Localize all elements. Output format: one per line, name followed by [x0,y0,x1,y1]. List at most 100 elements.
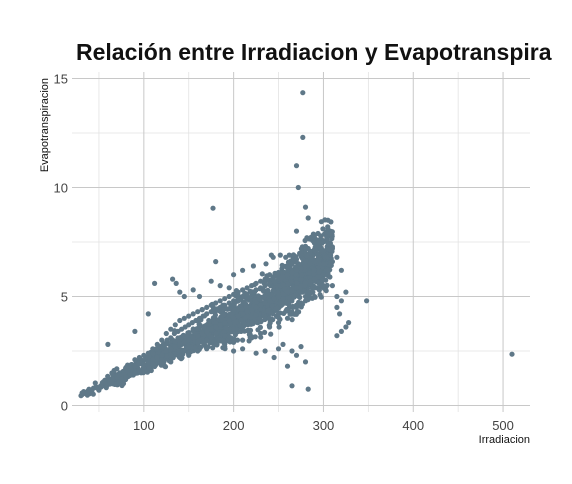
scatter-point [231,291,237,297]
scatter-point [308,254,315,260]
scatter-point [199,307,205,313]
scatter-point [325,267,331,273]
scatter-point [329,245,335,252]
scatter-point [213,307,219,313]
scatter-point [231,298,237,304]
scatter-point [202,325,208,331]
scatter-point [231,348,237,354]
scatter-point [213,330,219,337]
scatter-point [263,261,269,267]
scatter-point [275,311,282,317]
scatter-point [337,311,343,317]
scatter-point [206,319,212,325]
scatter-point [244,313,251,319]
scatter-point [316,243,322,249]
scatter-point [267,280,273,286]
scatter-point [168,352,174,358]
scatter-point [275,293,282,300]
scatter-point [343,289,349,295]
scatter-point [269,303,275,309]
scatter-point [328,219,334,225]
x-axis-label: Irradiacion [479,434,530,446]
scatter-point [204,304,210,310]
scatter-point [284,363,291,369]
scatter-point [109,370,115,376]
scatter-point [289,309,295,315]
scatter-point [208,278,214,284]
scatter-point [136,368,142,374]
scatter-point [258,302,264,308]
scatter-point [223,325,229,331]
scatter-point [316,256,322,262]
scatter-point [329,283,335,289]
scatter-point [296,289,302,295]
data-points [78,90,515,399]
scatter-point [329,232,335,238]
scatter-point [311,259,318,265]
scatter-point [235,296,241,302]
scatter-point [222,344,228,350]
scatter-point [168,346,174,352]
scatter-point [98,383,104,389]
scatter-point [177,289,183,295]
scatter-point [204,346,210,352]
scatter-point [141,352,147,358]
scatter-point [244,285,250,291]
scatter-point [103,385,109,391]
scatter-point [305,215,311,221]
scatter-point [244,309,250,315]
scatter-point [267,315,273,321]
scatter-point [190,311,196,317]
scatter-point [132,357,138,363]
scatter-point [284,289,291,295]
scatter-point [168,326,174,332]
scatter-point [329,259,335,265]
scatter-point [114,366,120,372]
scatter-point [172,338,178,344]
scatter-point [267,272,273,278]
scatter-point [105,373,111,379]
scatter-point [307,270,313,276]
tick-labels: 100 200 300 400 500 0 5 10 15 [54,72,514,433]
scatter-point [293,256,300,262]
scatter-point [240,311,246,317]
scatter-point [240,346,246,352]
scatter-point [258,334,264,340]
scatter-point [244,291,250,297]
scatter-point [197,322,203,329]
scatter-point [268,331,274,337]
scatter-point [249,335,255,341]
scatter-point [311,267,317,273]
y-tick-label: 0 [61,398,68,413]
scatter-point [231,326,237,332]
scatter-point [293,271,299,277]
scatter-point [92,380,98,386]
scatter-point [226,317,232,324]
scatter-point [277,252,283,258]
scatter-point [302,298,309,304]
scatter-point [204,337,210,343]
scatter-point [284,299,290,305]
scatter-point [275,346,282,352]
scatter-point [343,324,349,330]
scatter-point [267,298,273,304]
scatter-point [213,324,219,330]
scatter-point [300,90,306,96]
x-tick-label: 100 [133,418,155,433]
scatter-point [186,352,192,358]
scatter-point [338,267,344,273]
scatter-point [253,280,259,286]
scatter-point [253,350,259,356]
scatter-point [226,306,233,312]
scatter-point [213,259,219,265]
scatter-point [253,312,259,318]
scatter-point [208,326,214,332]
scatter-point [195,333,201,339]
scatter-point [280,291,286,297]
scatter-point [320,272,327,278]
scatter-point [320,283,327,289]
scatter-point [231,339,237,345]
chart-title: Relación entre Irradiacion y Evapotransp… [76,39,552,65]
scatter-point [311,276,318,282]
scatter-point [280,296,286,302]
